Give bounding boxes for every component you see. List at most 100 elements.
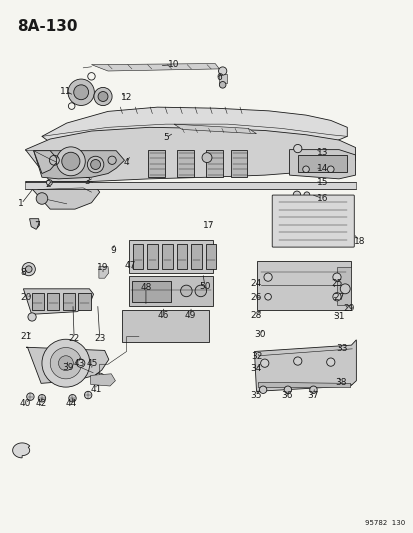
FancyBboxPatch shape (230, 150, 247, 177)
Text: 1: 1 (19, 199, 24, 208)
FancyBboxPatch shape (177, 150, 193, 177)
Text: 32: 32 (250, 352, 261, 361)
Text: 17: 17 (203, 221, 214, 230)
Text: 6: 6 (216, 74, 222, 83)
FancyBboxPatch shape (176, 244, 187, 269)
Circle shape (94, 87, 112, 106)
Text: 36: 36 (281, 391, 292, 400)
FancyBboxPatch shape (191, 244, 202, 269)
Text: 25: 25 (330, 279, 342, 288)
Circle shape (90, 159, 100, 169)
Polygon shape (90, 374, 115, 386)
Text: 2: 2 (45, 180, 51, 189)
Text: 38: 38 (335, 378, 346, 387)
Text: 8A-130: 8A-130 (17, 20, 78, 35)
Text: 16: 16 (316, 194, 328, 203)
Text: 37: 37 (307, 391, 318, 400)
Circle shape (332, 293, 340, 301)
Polygon shape (23, 289, 93, 314)
Text: 4: 4 (123, 158, 129, 167)
Polygon shape (33, 151, 58, 174)
Circle shape (180, 285, 192, 297)
Text: 41: 41 (90, 385, 102, 394)
FancyBboxPatch shape (78, 293, 90, 310)
Polygon shape (218, 74, 226, 83)
Polygon shape (42, 107, 347, 156)
Polygon shape (29, 219, 39, 229)
Text: 40: 40 (20, 399, 31, 408)
Circle shape (36, 193, 47, 204)
Polygon shape (258, 382, 350, 387)
FancyBboxPatch shape (133, 244, 143, 269)
Circle shape (259, 386, 266, 393)
Circle shape (22, 263, 35, 276)
Polygon shape (25, 182, 355, 189)
Circle shape (260, 359, 268, 367)
Text: 26: 26 (249, 293, 261, 302)
Circle shape (42, 339, 90, 387)
Text: 50: 50 (199, 282, 210, 291)
Text: 19: 19 (97, 263, 109, 272)
Text: 23: 23 (94, 334, 105, 343)
FancyBboxPatch shape (205, 244, 216, 269)
Polygon shape (289, 150, 355, 179)
Circle shape (46, 180, 52, 185)
Text: 48: 48 (140, 283, 151, 292)
Circle shape (56, 147, 85, 176)
Circle shape (68, 79, 94, 106)
FancyBboxPatch shape (62, 293, 75, 310)
FancyBboxPatch shape (161, 244, 172, 269)
FancyBboxPatch shape (122, 310, 209, 342)
Polygon shape (13, 443, 30, 458)
Text: 35: 35 (249, 391, 261, 400)
Text: 5: 5 (162, 133, 168, 142)
Text: 21: 21 (21, 332, 32, 341)
Text: 49: 49 (184, 311, 196, 320)
FancyBboxPatch shape (256, 261, 350, 310)
Text: 46: 46 (158, 311, 169, 320)
Text: 34: 34 (249, 364, 261, 373)
Circle shape (303, 192, 309, 198)
Text: 7: 7 (34, 221, 40, 230)
Circle shape (69, 394, 76, 402)
Text: 42: 42 (36, 399, 47, 408)
Circle shape (26, 393, 34, 400)
Circle shape (84, 391, 92, 399)
Text: 9: 9 (110, 246, 116, 255)
Text: 39: 39 (62, 363, 73, 372)
Text: 8: 8 (21, 269, 26, 277)
FancyBboxPatch shape (148, 150, 164, 177)
Circle shape (264, 294, 271, 300)
Circle shape (38, 394, 45, 402)
Text: 44: 44 (66, 399, 77, 408)
Text: 13: 13 (316, 148, 328, 157)
Circle shape (219, 82, 225, 88)
FancyBboxPatch shape (272, 195, 354, 247)
Text: 27: 27 (332, 293, 344, 302)
Text: 95782  130: 95782 130 (364, 520, 404, 526)
Polygon shape (254, 340, 356, 391)
Circle shape (327, 166, 333, 173)
Polygon shape (99, 266, 109, 278)
Text: 14: 14 (316, 164, 328, 173)
Text: 18: 18 (353, 237, 365, 246)
Circle shape (339, 284, 349, 294)
Circle shape (283, 386, 291, 393)
Circle shape (195, 285, 206, 297)
Polygon shape (33, 151, 124, 179)
FancyBboxPatch shape (132, 281, 171, 302)
Text: 20: 20 (21, 293, 32, 302)
Circle shape (302, 166, 309, 173)
FancyBboxPatch shape (147, 244, 158, 269)
Text: 45: 45 (86, 359, 98, 368)
Polygon shape (91, 63, 219, 71)
Text: 24: 24 (249, 279, 261, 288)
Text: 15: 15 (316, 178, 328, 187)
FancyBboxPatch shape (297, 155, 347, 172)
Circle shape (202, 152, 211, 163)
Text: 28: 28 (249, 311, 261, 320)
Circle shape (332, 273, 340, 281)
Text: 3: 3 (84, 177, 90, 186)
FancyBboxPatch shape (206, 150, 222, 177)
FancyBboxPatch shape (47, 293, 59, 310)
